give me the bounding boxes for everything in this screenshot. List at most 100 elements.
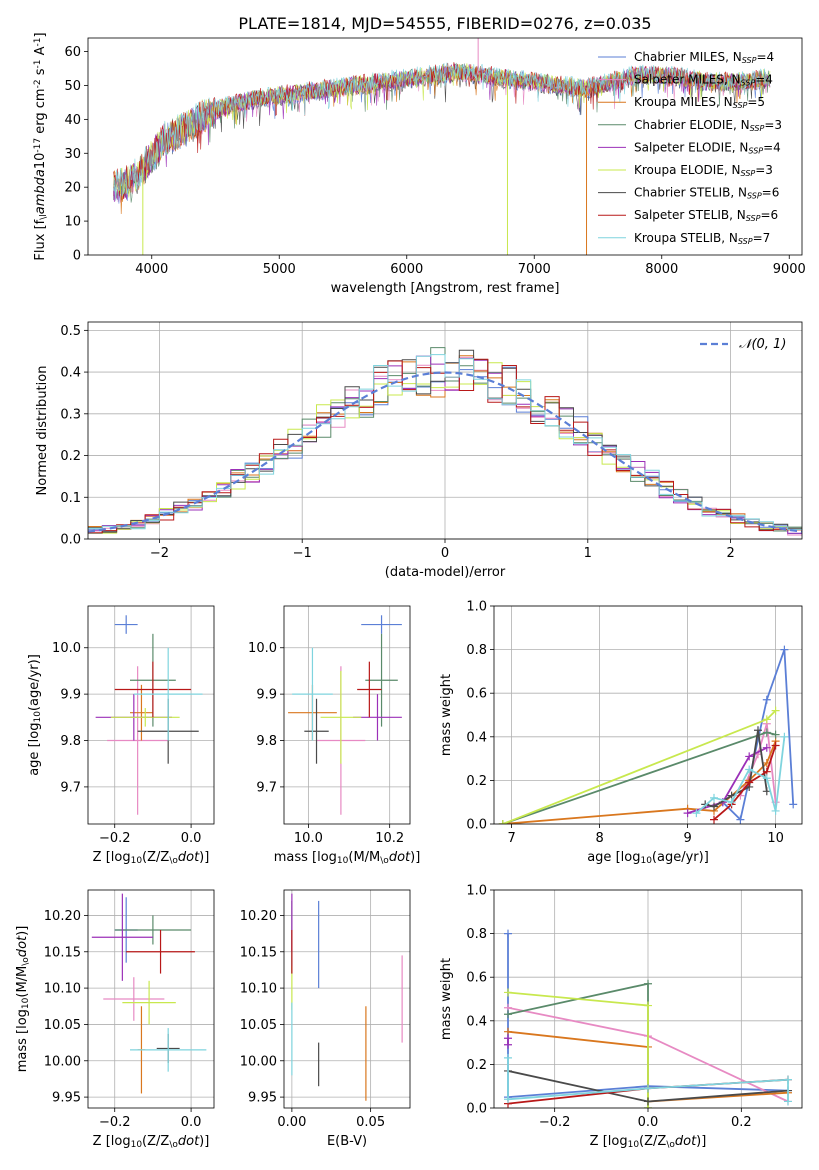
weight-marker <box>644 979 652 988</box>
y-tick-label: 9.8 <box>60 734 81 749</box>
legend-label: Kroupa ELODIE, NSSP=3 <box>634 163 773 178</box>
axes-frame <box>87 605 215 825</box>
y-tick-label: 0.0 <box>60 533 81 548</box>
chart-residuals: −2 −1 0 1 2 0.0 0.1 0.2 0.3 0.4 0.5 (data-model)/er… <box>35 321 803 580</box>
plot-area <box>88 347 802 536</box>
x-tick-label: 9000 <box>773 262 806 277</box>
chart-mass-vs-ebv: 0.00 0.05 9.95 10.00 10.05 10.10 10.15 10.20 E(B… <box>240 889 411 1149</box>
y-axis-label: mass [log10(M/M\odot)] <box>15 926 31 1073</box>
y-tick-label: 20 <box>64 181 81 196</box>
weight-line <box>502 709 777 824</box>
axes-frame <box>283 605 411 825</box>
legend-label: Salpeter MILES, NSSP=4 <box>634 73 773 88</box>
y-axis-label: Flux [f\lambda10-17 erg cm-2 s-1 A-1] <box>33 32 49 260</box>
y-tick-label: 10.10 <box>240 982 277 997</box>
x-tick-label: −1 <box>293 546 312 561</box>
legend-label: Chabrier MILES, NSSP=4 <box>634 50 774 65</box>
weight-line <box>739 723 777 803</box>
legend-label: Salpeter ELODIE, NSSP=4 <box>634 140 781 155</box>
plot-area <box>291 893 403 1101</box>
x-tick-label: 5000 <box>263 262 296 277</box>
gaussian-curve <box>88 371 802 533</box>
chart-mass-weight-vs-Z: −0.2 0.0 0.2 0.0 0.2 0.4 0.6 0.8 1.0 Z [log10(Z/Z… <box>439 884 803 1150</box>
y-tick-label: 10.00 <box>44 1054 81 1069</box>
weight-marker <box>504 929 512 938</box>
spectrum-line <box>113 63 771 198</box>
chart-age-vs-mass: 10.0 10.2 9.7 9.8 9.9 10.0 mass [log10(M/M\odo… <box>248 605 420 866</box>
weight-marker <box>504 988 512 997</box>
weight-marker <box>504 1040 512 1049</box>
weight-marker <box>762 743 771 752</box>
y-tick-label: 30 <box>64 147 81 162</box>
x-tick-label: 6000 <box>390 262 423 277</box>
y-tick-label: 10.20 <box>44 909 81 924</box>
y-tick-label: 0.4 <box>60 366 81 381</box>
y-tick-label: 0.6 <box>466 687 487 702</box>
weight-marker <box>771 741 780 750</box>
weight-line <box>695 736 786 814</box>
weight-marker <box>771 730 780 739</box>
x-tick-label: 8000 <box>645 262 678 277</box>
x-tick-label: 7 <box>507 831 515 846</box>
y-tick-label: 10.0 <box>248 641 277 656</box>
y-axis-label: Normed distribution <box>35 366 50 496</box>
x-tick-label: 0 <box>441 546 449 561</box>
y-tick-label: 0.5 <box>60 324 81 339</box>
y-tick-label: 0.1 <box>60 491 81 506</box>
x-axis-label: age [log10(age/yr)] <box>587 850 709 866</box>
y-tick-label: 0.4 <box>466 1014 487 1029</box>
plot-area <box>113 38 771 255</box>
y-tick-label: 50 <box>64 79 81 94</box>
axes-frame <box>87 889 215 1109</box>
y-tick-label: 1.0 <box>466 600 487 615</box>
y-tick-label: 9.7 <box>60 780 81 795</box>
x-tick-label: 1 <box>584 546 592 561</box>
x-tick-label: 4000 <box>135 262 168 277</box>
axes-frame <box>493 889 803 1109</box>
x-tick-label: 0.05 <box>356 1115 385 1130</box>
x-tick-label: 10.0 <box>294 831 323 846</box>
x-axis-label: E(B-V) <box>327 1134 367 1149</box>
y-tick-label: 9.8 <box>256 734 277 749</box>
y-axis-label: mass weight <box>439 674 454 756</box>
weight-marker <box>504 1053 512 1062</box>
y-tick-label: 0.8 <box>466 643 487 658</box>
weight-marker <box>771 706 780 715</box>
chart-mass-vs-Z: −0.2 0.0 9.95 10.00 10.05 10.10 10.15 10.20 Z [l… <box>15 889 215 1150</box>
x-tick-label: 0.0 <box>181 1115 202 1130</box>
legend: Chabrier MILES, NSSP=4 Salpeter MILES, NS… <box>598 50 782 246</box>
weight-marker <box>504 1095 512 1104</box>
weight-marker <box>762 728 771 737</box>
plot-area <box>95 615 203 815</box>
weight-marker <box>784 1075 792 1084</box>
y-tick-label: 10.00 <box>240 1054 277 1069</box>
y-tick-label: 10.0 <box>52 641 81 656</box>
plot-area <box>504 929 792 1108</box>
x-tick-label: 9 <box>683 831 691 846</box>
y-tick-label: 9.7 <box>256 780 277 795</box>
weight-marker <box>745 778 754 787</box>
x-tick-label: −0.2 <box>99 1115 131 1130</box>
y-tick-label: 0.0 <box>466 1102 487 1117</box>
spectrum-line <box>113 62 771 201</box>
y-tick-label: 9.9 <box>60 688 81 703</box>
y-tick-label: 0.3 <box>60 407 81 422</box>
weight-marker <box>762 774 771 783</box>
x-axis-label: Z [log10(Z/Z\odot)] <box>590 1134 707 1150</box>
legend-label: Kroupa MILES, NSSP=5 <box>634 95 765 110</box>
legend-label: Kroupa STELIB, NSSP=7 <box>634 231 770 246</box>
weight-marker <box>736 815 745 824</box>
weight-marker <box>498 820 507 824</box>
y-tick-label: 0.0 <box>466 818 487 833</box>
x-tick-label: 8 <box>595 831 603 846</box>
weight-marker <box>745 765 754 774</box>
y-tick-label: 1.0 <box>466 884 487 899</box>
chart-spectrum: 4000 5000 6000 7000 8000 9000 0 10 20 30 40 50 60 wav… <box>33 32 806 296</box>
weight-marker <box>644 1084 652 1093</box>
y-tick-label: 0.2 <box>466 1058 487 1073</box>
y-tick-label: 0 <box>73 249 81 264</box>
legend-label: 𝒩(0, 1) <box>739 337 786 352</box>
x-tick-label: 0.0 <box>181 831 202 846</box>
x-tick-label: −2 <box>150 546 169 561</box>
x-axis-label: wavelength [Angstrom, rest frame] <box>331 281 560 296</box>
